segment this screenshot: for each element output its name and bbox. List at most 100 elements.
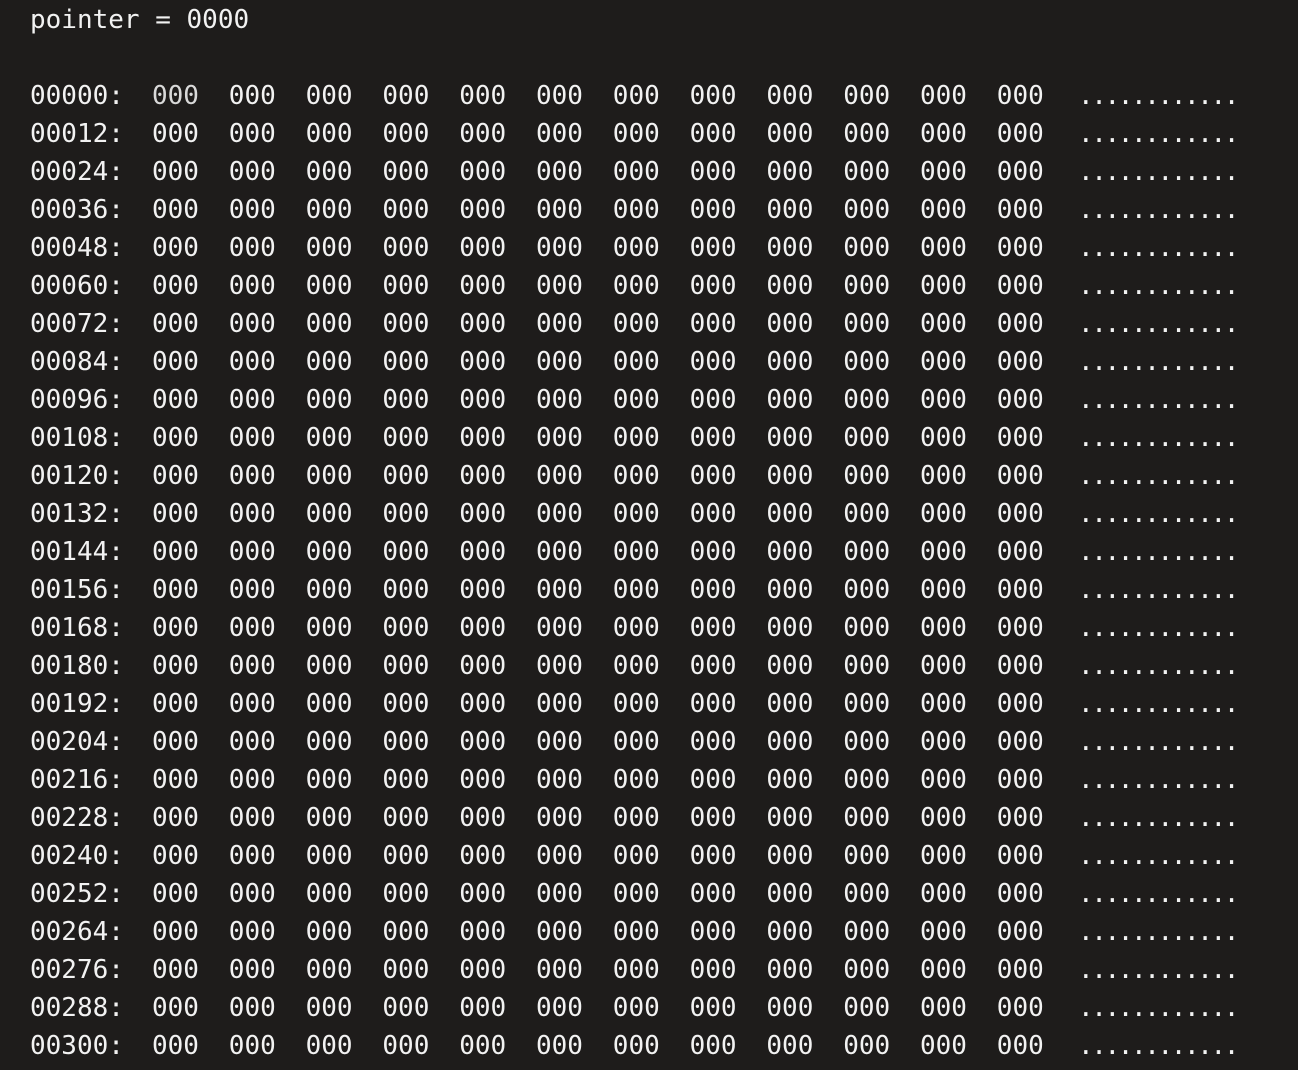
row-address: 00060: xyxy=(30,271,124,301)
byte-cell: 000 xyxy=(920,841,967,871)
byte-cell: 000 xyxy=(228,423,276,453)
byte-cell: 000 xyxy=(152,461,199,491)
byte-cell: 000 xyxy=(152,689,199,719)
row-address: 00156: xyxy=(30,575,124,605)
byte-cell: 000 xyxy=(536,651,583,681)
byte-cell: 000 xyxy=(843,309,891,339)
byte-cell: 000 xyxy=(459,993,507,1023)
byte-cell: 000 xyxy=(996,537,1044,567)
byte-cell: 000 xyxy=(228,309,276,339)
byte-cell: 000 xyxy=(920,81,967,111)
byte-cell: 000 xyxy=(843,233,891,263)
byte-cell: 000 xyxy=(536,271,583,301)
byte-cell: 000 xyxy=(382,613,430,643)
byte-cell: 000 xyxy=(536,499,583,529)
byte-cell: 000 xyxy=(689,575,737,605)
byte-cell: 000 xyxy=(612,879,660,909)
byte-cell: 000 xyxy=(843,689,891,719)
byte-cell: 000 xyxy=(459,461,507,491)
byte-cell: 000 xyxy=(612,119,660,149)
pointer-readout: pointer = 0000 xyxy=(30,5,250,35)
byte-cell: 000 xyxy=(689,537,737,567)
byte-cell: 000 xyxy=(996,499,1044,529)
byte-cell: 000 xyxy=(612,803,660,833)
byte-cell: 000 xyxy=(305,917,353,947)
byte-cell: 000 xyxy=(766,727,814,757)
byte-cell: 000 xyxy=(459,955,507,985)
byte-cell: 000 xyxy=(382,157,430,187)
row-address: 00108: xyxy=(30,423,124,453)
byte-cell: 000 xyxy=(689,689,737,719)
row-address: 00012: xyxy=(30,119,124,149)
byte-cell: 000 xyxy=(920,195,967,225)
byte-cell: 000 xyxy=(152,841,199,871)
byte-cell: 000 xyxy=(459,271,507,301)
byte-cell: 000 xyxy=(536,765,583,795)
byte-cell: 000 xyxy=(843,993,891,1023)
byte-cell: 000 xyxy=(689,803,737,833)
byte-cell: 000 xyxy=(843,879,891,909)
row-address: 00264: xyxy=(30,917,124,947)
byte-cell: 000 xyxy=(152,119,199,149)
byte-cell: 000 xyxy=(843,195,891,225)
row-address: 00288: xyxy=(30,993,124,1023)
byte-cell: 000 xyxy=(305,651,353,681)
byte-cell: 000 xyxy=(382,347,430,377)
byte-cell: 000 xyxy=(152,613,199,643)
byte-cell: 000 xyxy=(459,309,507,339)
byte-cell: 000 xyxy=(536,879,583,909)
byte-cell: 000 xyxy=(305,195,353,225)
byte-cell: 000 xyxy=(766,537,814,567)
byte-cell: 000 xyxy=(766,841,814,871)
byte-cell: 000 xyxy=(996,575,1044,605)
byte-cell: 000 xyxy=(920,879,967,909)
byte-cell: 000 xyxy=(459,803,507,833)
byte-cell: 000 xyxy=(612,613,660,643)
row-address: 00120: xyxy=(30,461,124,491)
ascii-column: ............ xyxy=(1078,917,1239,947)
byte-cell: 000 xyxy=(152,803,199,833)
byte-cell: 000 xyxy=(305,119,353,149)
byte-cell: 000 xyxy=(382,233,430,263)
byte-cell: 000 xyxy=(996,195,1044,225)
byte-cell: 000 xyxy=(920,423,967,453)
byte-cell: 000 xyxy=(305,993,353,1023)
byte-cell: 000 xyxy=(689,993,737,1023)
byte-cell: 000 xyxy=(689,727,737,757)
byte-cell: 000 xyxy=(536,423,583,453)
byte-cell: 000 xyxy=(228,119,276,149)
byte-cell: 000 xyxy=(996,157,1044,187)
byte-cell: 000 xyxy=(766,765,814,795)
byte-cell: 000 xyxy=(228,613,276,643)
ascii-column: ............ xyxy=(1078,461,1239,491)
byte-cell: 000 xyxy=(228,993,276,1023)
byte-cell: 000 xyxy=(228,81,276,111)
byte-cell: 000 xyxy=(843,271,891,301)
byte-cell: 000 xyxy=(459,651,507,681)
ascii-column: ............ xyxy=(1078,765,1239,795)
byte-cell: 000 xyxy=(228,727,276,757)
byte-cell: 000 xyxy=(996,461,1044,491)
byte-cell: 000 xyxy=(612,993,660,1023)
byte-cell: 000 xyxy=(689,879,737,909)
row-address: 00240: xyxy=(30,841,124,871)
ascii-column: ............ xyxy=(1078,81,1239,111)
byte-cell: 000 xyxy=(228,347,276,377)
byte-cell: 000 xyxy=(612,575,660,605)
byte-cell: 000 xyxy=(689,119,737,149)
byte-cell: 000 xyxy=(996,385,1044,415)
byte-cell: 000 xyxy=(382,651,430,681)
byte-cell: 000 xyxy=(459,917,507,947)
byte-cell: 000 xyxy=(459,195,507,225)
byte-cell: 000 xyxy=(382,81,430,111)
byte-cell: 000 xyxy=(766,81,814,111)
ascii-column: ............ xyxy=(1078,537,1239,567)
byte-cell: 000 xyxy=(152,537,199,567)
byte-cell: 000 xyxy=(305,499,353,529)
byte-cell: 000 xyxy=(843,803,891,833)
byte-cell: 000 xyxy=(843,119,891,149)
byte-cell: 000 xyxy=(536,841,583,871)
byte-cell: 000 xyxy=(152,385,199,415)
row-address: 00096: xyxy=(30,385,124,415)
byte-cell: 000 xyxy=(536,157,583,187)
